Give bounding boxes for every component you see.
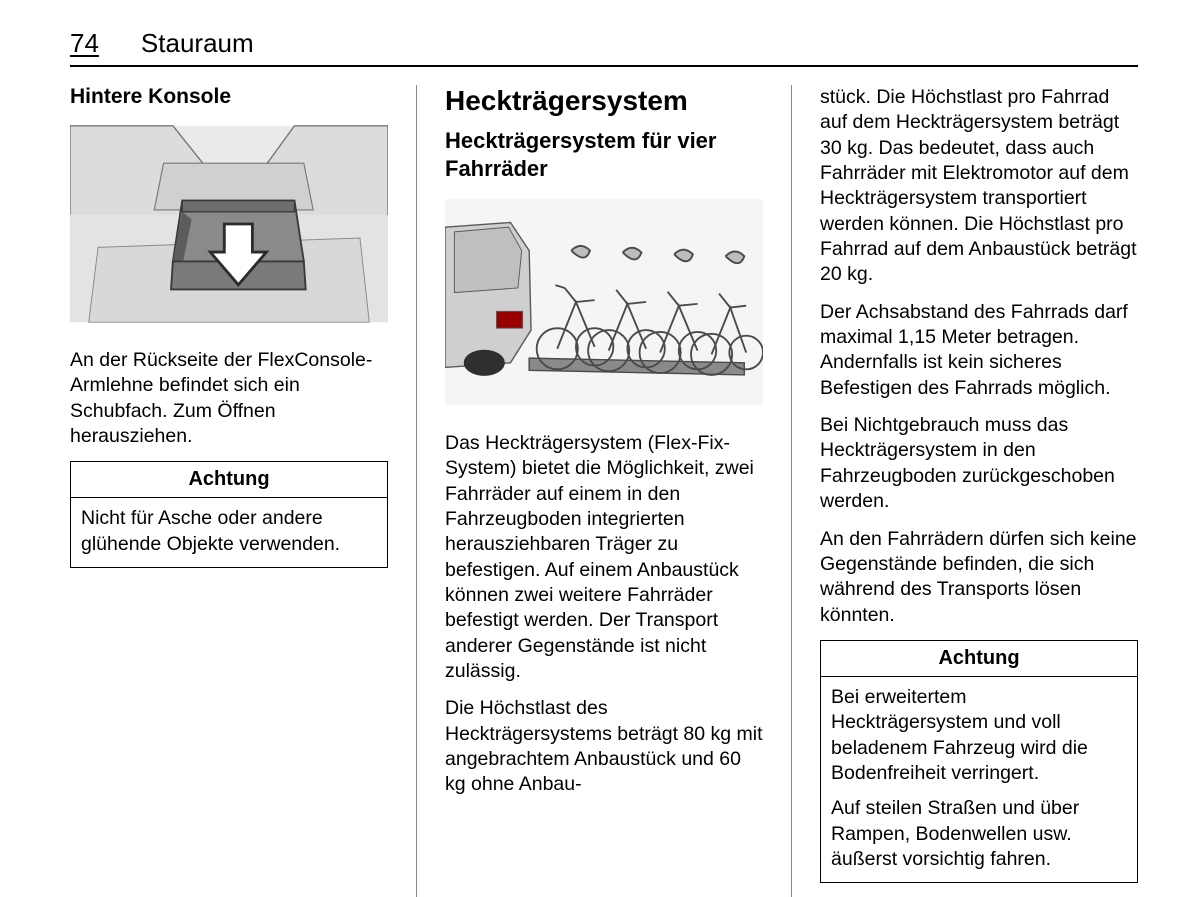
- col2-heading-major: Heckträgersystem: [445, 85, 763, 117]
- col3-para4: An den Fahrrädern dürfen sich keine Gege…: [820, 527, 1138, 628]
- col2-para2: Die Höchstlast des Heckträgersystems bet…: [445, 696, 763, 797]
- col1-callout-title: Achtung: [71, 462, 387, 498]
- divider-2: [791, 85, 792, 897]
- col3-para2: Der Achsabstand des Fahrrads darf maxima…: [820, 300, 1138, 401]
- col3-callout: Achtung Bei erweitertem Heckträgersystem…: [820, 640, 1138, 883]
- column-1: Hintere Konsole An der Rückseite der Fle…: [70, 85, 388, 897]
- col3-para3: Bei Nichtgebrauch muss das Heckträgersys…: [820, 413, 1138, 514]
- chapter-title: Stauraum: [141, 28, 254, 59]
- drawer-illustration: [70, 119, 388, 329]
- col1-callout-body: Nicht für Asche oder andere glühende Obj…: [71, 498, 387, 567]
- column-2: Heckträgersystem Heckträgersystem für vi…: [445, 85, 763, 897]
- col3-callout-title: Achtung: [821, 641, 1137, 677]
- divider-1: [416, 85, 417, 897]
- bike-carrier-illustration: [445, 192, 763, 412]
- column-3: stück. Die Höchstlast pro Fahrrad auf de…: [820, 85, 1138, 897]
- page-header: 74 Stauraum: [70, 28, 1138, 67]
- col1-callout: Achtung Nicht für Asche oder andere glüh…: [70, 461, 388, 568]
- col3-callout-body: Bei erweitertem Heckträgersystem und vol…: [821, 677, 1137, 882]
- page-number: 74: [70, 28, 99, 59]
- col3-para1: stück. Die Höchstlast pro Fahrrad auf de…: [820, 85, 1138, 288]
- col3-callout-body1: Bei erweitertem Heckträgersystem und vol…: [831, 685, 1127, 786]
- col1-para1: An der Rückseite der FlexConsole-Armlehn…: [70, 348, 388, 449]
- col3-callout-body2: Auf steilen Straßen und über Rampen, Bod…: [831, 796, 1127, 872]
- col2-heading-sub: Heckträgersystem für vier Fahrräder: [445, 127, 763, 182]
- col2-para1: Das Heckträgersystem (Flex-Fix-System) b…: [445, 431, 763, 684]
- content-columns: Hintere Konsole An der Rückseite der Fle…: [70, 85, 1138, 897]
- col1-heading: Hintere Konsole: [70, 85, 388, 109]
